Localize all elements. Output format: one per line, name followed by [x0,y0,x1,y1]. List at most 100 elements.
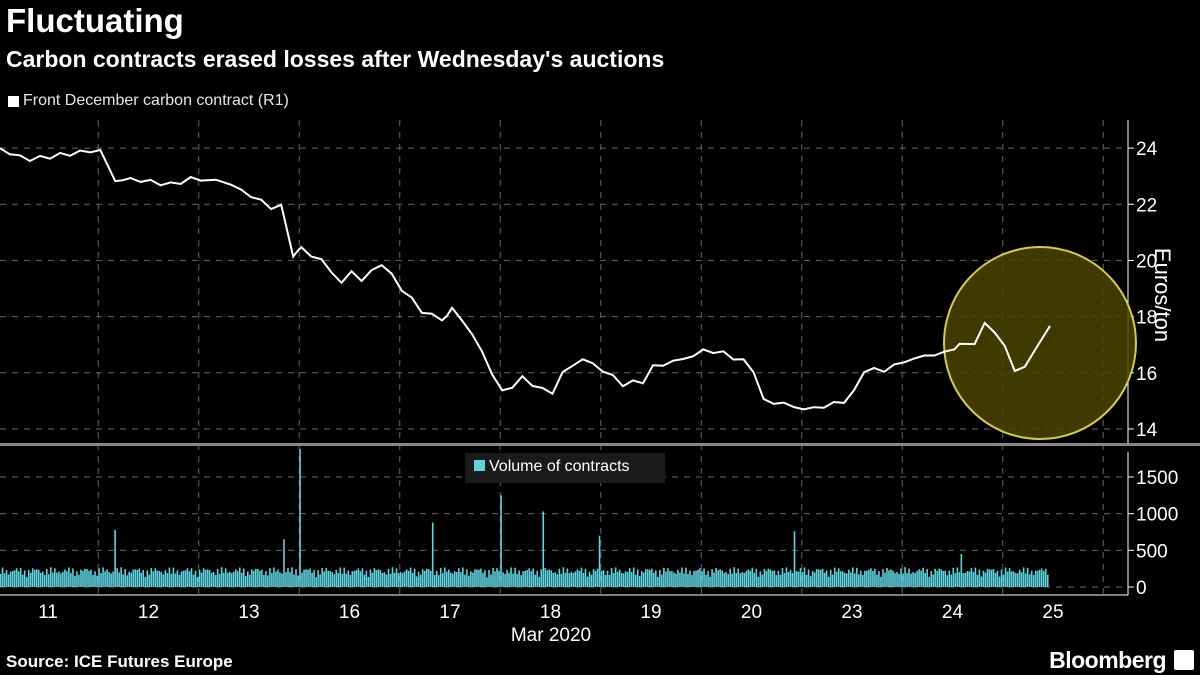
volume-bar [496,568,498,587]
volume-bar [827,576,830,587]
volume-bar [528,568,530,587]
volume-bar [701,571,703,587]
volume-bar [791,572,794,587]
volume-bar [62,571,64,587]
volume-bar [729,568,731,587]
volume-bar [659,569,661,587]
volume-bar [823,572,826,587]
volume-bar [918,569,920,587]
volume-bar [154,568,157,587]
volume-bar [66,571,68,587]
volume-bar [504,573,506,587]
volume-bar [705,574,707,587]
volume-bar [90,569,92,587]
volume-tick-label: 1500 [1136,468,1178,489]
volume-bar [206,569,209,587]
volume-bar [538,576,541,587]
volume-bar [677,569,679,587]
volume-bar [190,568,193,587]
volume-bar [576,569,579,587]
volume-bar [502,572,504,587]
volume-bar [5,570,8,587]
volume-bar [1044,568,1047,587]
volume-legend-box [465,453,665,483]
volume-bar [138,568,141,587]
volume-bar [632,567,635,587]
volume-bar [675,573,677,587]
volume-bar [554,572,557,587]
volume-bar [719,569,721,587]
price-series-line [0,147,1051,411]
volume-bar [251,569,253,587]
volume-bar [480,568,482,587]
volume-bar [452,573,454,587]
volume-bar [82,570,84,587]
volume-bar [912,572,914,587]
volume-bar [1042,571,1045,587]
volume-bar [655,570,657,587]
volume-bar [640,571,643,587]
volume-bar [188,571,191,587]
volume-bar [212,572,215,587]
volume-bar [598,535,601,587]
volume-bar [331,572,334,587]
volume-bar [962,573,965,587]
volume-bar [990,569,993,587]
volume-bar [236,571,239,587]
volume-bar [787,571,790,587]
volume-bar [747,569,750,587]
volume-bar [833,567,836,587]
volume-bar [156,570,159,587]
volume-bar [998,576,1001,587]
volume-bar [679,572,681,587]
volume-bar [900,568,902,587]
volume-bar [136,569,139,587]
volume-bar [94,571,96,587]
volume-bar [78,574,80,587]
volume-bar [771,570,774,587]
volume-bar [845,573,848,587]
volume-bar [928,576,930,587]
volume-bar [305,569,307,587]
volume-bar [265,571,267,587]
volume-bar [797,571,800,587]
price-legend-swatch [8,95,19,107]
volume-bar [405,569,408,587]
volume-bar [466,569,468,587]
volume-bar [379,570,382,587]
volume-bar [934,568,937,587]
volume-bar [472,572,474,587]
volume-bar [295,569,297,587]
volume-bar [739,573,742,587]
volume-bar [741,572,744,587]
volume-bar [578,570,581,587]
volume-bar [214,574,217,587]
volume-bar [437,575,440,587]
volume-bar [669,571,671,587]
volume-bar [445,571,448,587]
volume-bar [269,568,271,587]
volume-bar [230,573,233,587]
volume-bar [389,573,392,587]
volume-bar [337,572,340,587]
volume-bar [948,570,951,587]
volume-bar [108,572,110,587]
volume-bar [566,568,569,587]
volume-bar [184,570,187,587]
volume-bar [757,576,760,587]
volume-bar [341,573,344,587]
volume-bar [435,570,438,587]
volume-bar [936,570,939,587]
volume-bar [944,570,947,587]
volume-bar [166,573,169,587]
volume-bar [1004,567,1007,587]
volume-bar [514,567,516,587]
volume-bar [860,570,862,587]
volume-bar [916,570,918,587]
volume-bar [482,572,484,587]
volume-bar [37,569,40,587]
volume-bar [240,572,243,587]
x-tick-label: 25 [1042,602,1063,623]
volume-bar [303,569,305,587]
volume-bar [932,574,934,587]
